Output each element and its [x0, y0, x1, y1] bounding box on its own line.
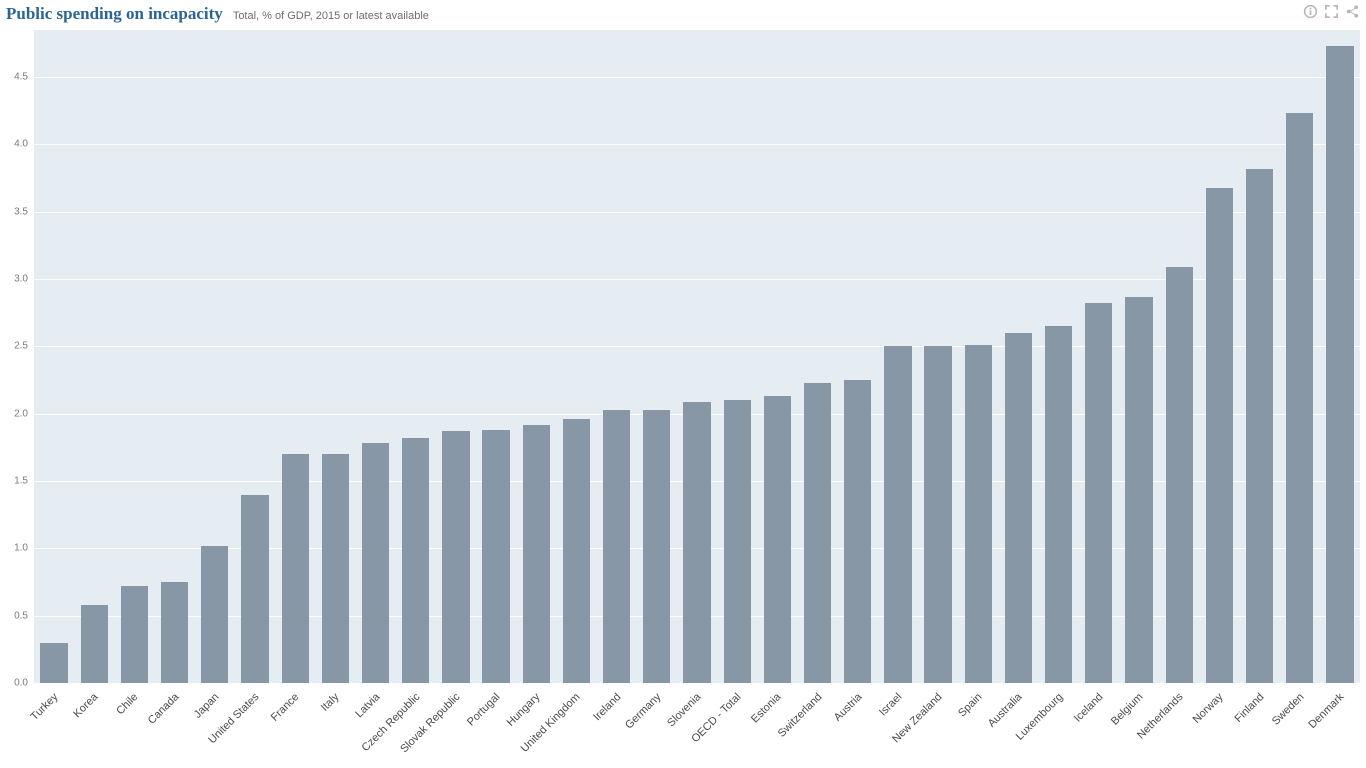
bar[interactable]	[844, 380, 871, 683]
bar[interactable]	[965, 345, 992, 683]
x-tick-label: Ireland	[591, 691, 623, 723]
bar[interactable]	[603, 410, 630, 683]
x-tick-label: Belgium	[1109, 691, 1146, 728]
bar[interactable]	[201, 546, 228, 683]
bar[interactable]	[884, 346, 911, 683]
chart-header: Public spending on incapacity Total, % o…	[0, 0, 1366, 30]
y-tick-label: 4.5	[14, 72, 34, 83]
bar[interactable]	[1125, 297, 1152, 683]
bar[interactable]	[322, 454, 349, 683]
bar[interactable]	[724, 400, 751, 683]
bar[interactable]	[402, 438, 429, 683]
y-tick-label: 4.0	[14, 139, 34, 150]
chart-container: Public spending on incapacity Total, % o…	[0, 0, 1366, 768]
x-tick-label: Australia	[986, 691, 1025, 730]
bar[interactable]	[563, 419, 590, 683]
y-tick-label: 2.5	[14, 341, 34, 352]
chart-title: Public spending on incapacity	[6, 4, 223, 24]
info-icon[interactable]	[1303, 4, 1318, 19]
bar[interactable]	[362, 443, 389, 683]
x-tick-label: Iceland	[1072, 691, 1106, 725]
x-tick-label: Italy	[319, 691, 342, 714]
bar[interactable]	[764, 396, 791, 683]
x-tick-label: Canada	[145, 691, 181, 727]
bar[interactable]	[1085, 303, 1112, 683]
bar[interactable]	[241, 495, 268, 683]
bar[interactable]	[924, 346, 951, 683]
x-tick-label: Austria	[832, 691, 865, 724]
chart-subtitle: Total, % of GDP, 2015 or latest availabl…	[233, 10, 429, 22]
x-tick-label: Norway	[1191, 691, 1226, 726]
x-tick-label: Finland	[1232, 691, 1266, 725]
bar[interactable]	[1166, 267, 1193, 683]
header-toolbar	[1303, 4, 1360, 19]
x-tick-label: Slovenia	[665, 691, 703, 729]
x-tick-label: Chile	[115, 691, 141, 717]
bar[interactable]	[804, 383, 831, 683]
bar[interactable]	[1005, 333, 1032, 683]
y-tick-label: 2.0	[14, 408, 34, 419]
bar[interactable]	[282, 454, 309, 683]
x-tick-label: Sweden	[1270, 691, 1307, 728]
bar[interactable]	[1045, 326, 1072, 683]
x-tick-label: Denmark	[1306, 691, 1346, 731]
y-tick-label: 1.5	[14, 476, 34, 487]
bar[interactable]	[1286, 113, 1313, 683]
bars-group	[34, 30, 1360, 683]
x-tick-label: Israel	[877, 691, 905, 719]
bar[interactable]	[1206, 188, 1233, 683]
plot-area: 0.00.51.01.52.02.53.03.54.04.5	[34, 30, 1360, 683]
bar[interactable]	[442, 431, 469, 683]
y-tick-label: 0.5	[14, 610, 34, 621]
x-tick-label: Korea	[72, 691, 101, 720]
bar[interactable]	[482, 430, 509, 683]
x-tick-label: Estonia	[749, 691, 783, 725]
bar[interactable]	[40, 643, 67, 683]
share-icon[interactable]	[1345, 4, 1360, 19]
x-tick-label: Hungary	[505, 691, 543, 729]
bar[interactable]	[161, 582, 188, 683]
bar[interactable]	[523, 425, 550, 684]
bar[interactable]	[81, 605, 108, 683]
bar[interactable]	[121, 586, 148, 683]
y-tick-label: 3.0	[14, 274, 34, 285]
x-tick-label: Germany	[623, 691, 663, 731]
bar[interactable]	[1326, 46, 1353, 683]
x-tick-label: Portugal	[465, 691, 502, 728]
x-tick-label: Turkey	[29, 691, 61, 723]
y-tick-label: 1.0	[14, 543, 34, 554]
gridline	[34, 683, 1360, 684]
bar[interactable]	[683, 402, 710, 683]
x-tick-label: France	[269, 691, 302, 724]
bar[interactable]	[643, 410, 670, 683]
x-tick-label: Spain	[956, 691, 984, 719]
x-tick-label: Japan	[192, 691, 222, 721]
bar[interactable]	[1246, 169, 1273, 683]
fullscreen-icon[interactable]	[1324, 4, 1339, 19]
y-tick-label: 3.5	[14, 206, 34, 217]
x-tick-label: Latvia	[353, 691, 382, 720]
y-tick-label: 0.0	[14, 678, 34, 689]
